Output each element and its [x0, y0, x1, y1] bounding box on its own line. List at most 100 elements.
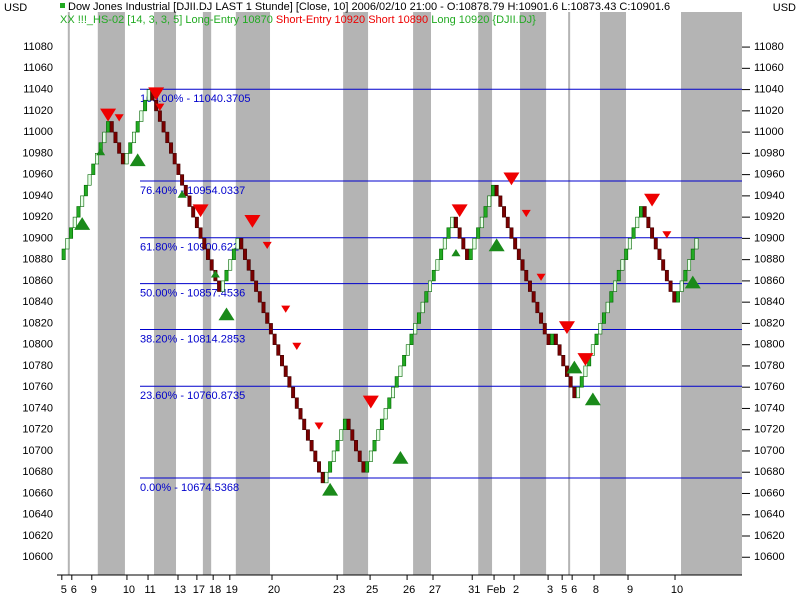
long: Long 10920 — [431, 14, 489, 26]
up-brick — [439, 248, 444, 260]
down-brick — [317, 461, 321, 473]
up-brick — [472, 238, 477, 250]
y-tick-label: 10980 — [22, 147, 53, 159]
sell-signal — [314, 422, 324, 430]
y-tick-label: 10720 — [22, 424, 53, 436]
up-brick — [476, 227, 481, 239]
fib-label: 38.20% - 10814.2853 — [140, 333, 245, 345]
fib-label: 50.00% - 10857.4536 — [140, 288, 245, 300]
up-brick — [87, 174, 92, 186]
x-tick-label: 11 — [144, 584, 155, 596]
down-brick — [180, 174, 185, 186]
x-tick-label: 13 — [174, 584, 186, 596]
sell-signal — [577, 353, 594, 366]
y-tick-label: 10760 — [22, 381, 53, 393]
buy-signal — [584, 392, 601, 406]
down-brick — [287, 376, 292, 388]
up-brick — [413, 323, 418, 335]
down-brick — [546, 333, 551, 345]
y-tick-label: 10740 — [22, 402, 53, 414]
y-tick-label-right: 11000 — [754, 126, 784, 138]
buy-signal — [392, 450, 409, 464]
down-brick — [305, 429, 310, 441]
down-brick — [357, 450, 362, 462]
session-bands — [67, 12, 742, 575]
down-brick — [465, 248, 470, 260]
down-brick — [561, 355, 566, 367]
x-tick-label: 8 — [593, 584, 599, 596]
up-brick — [235, 238, 240, 250]
symbol: {DJII.DJ} — [492, 14, 536, 26]
session-band — [235, 12, 271, 575]
sell-signal — [536, 273, 546, 281]
long-entry: Long-Entry 10870 — [185, 14, 272, 26]
down-brick — [661, 259, 666, 271]
y-tick-label-right: 10700 — [754, 445, 785, 457]
down-brick — [187, 195, 192, 207]
buy-signal — [488, 238, 505, 252]
x-tick-label: 10 — [123, 584, 135, 596]
down-brick — [194, 216, 199, 229]
sell-signal — [281, 305, 291, 313]
y-tick-label-right: 10920 — [754, 211, 785, 223]
down-brick — [498, 195, 503, 207]
up-brick — [65, 238, 70, 250]
down-brick — [535, 301, 540, 314]
buy-signal — [566, 360, 583, 374]
sell-signal — [244, 214, 261, 228]
down-brick — [302, 418, 307, 431]
up-brick — [83, 184, 88, 197]
down-brick — [672, 291, 677, 303]
down-brick — [553, 333, 558, 345]
up-brick — [620, 259, 625, 271]
down-brick — [254, 280, 259, 292]
down-brick — [520, 259, 525, 271]
up-brick — [387, 397, 392, 409]
up-brick — [631, 227, 636, 239]
up-brick — [409, 333, 414, 345]
up-brick — [391, 386, 395, 399]
short: Short 10890 — [368, 14, 428, 26]
buy-signal — [451, 249, 461, 257]
unit-left: USD — [4, 2, 27, 14]
up-brick — [583, 365, 588, 377]
y-tick-label: 11000 — [23, 126, 53, 138]
y-tick-label: 10840 — [22, 296, 53, 308]
fib-label: 61.80% - 10900.622 — [140, 242, 239, 254]
down-brick — [294, 397, 299, 409]
y-tick-label: 10640 — [22, 509, 53, 521]
x-tick-label: 18 — [209, 584, 221, 596]
up-brick — [80, 195, 85, 207]
down-brick — [531, 291, 536, 303]
up-brick — [446, 227, 451, 239]
up-brick — [683, 269, 688, 282]
down-brick — [120, 153, 125, 165]
down-brick — [257, 291, 262, 303]
y-tick-label: 10800 — [22, 339, 53, 351]
up-brick — [339, 429, 344, 441]
y-tick-label-right: 10680 — [754, 466, 785, 478]
down-brick — [280, 355, 284, 367]
down-brick — [276, 344, 281, 356]
up-brick — [405, 344, 410, 356]
down-brick — [524, 269, 529, 282]
up-brick — [601, 312, 606, 324]
session-band — [97, 12, 125, 575]
buy-signal — [96, 148, 106, 156]
session-band — [67, 12, 70, 575]
down-brick — [527, 280, 532, 292]
buy-signal — [129, 153, 146, 167]
up-brick — [76, 206, 81, 218]
down-brick — [539, 312, 544, 324]
up-brick — [613, 280, 618, 292]
y-tick-label-right: 10980 — [754, 147, 785, 159]
y-tick-label-right: 10940 — [754, 190, 785, 202]
down-brick — [198, 227, 203, 239]
fib-label: 0.00% - 10674.5368 — [140, 482, 239, 494]
y-tick-label-right: 10880 — [754, 254, 785, 266]
sell-signal — [100, 108, 117, 122]
down-brick — [183, 184, 188, 197]
buy-signal — [74, 217, 91, 230]
down-brick — [209, 259, 214, 271]
down-brick — [261, 301, 266, 314]
